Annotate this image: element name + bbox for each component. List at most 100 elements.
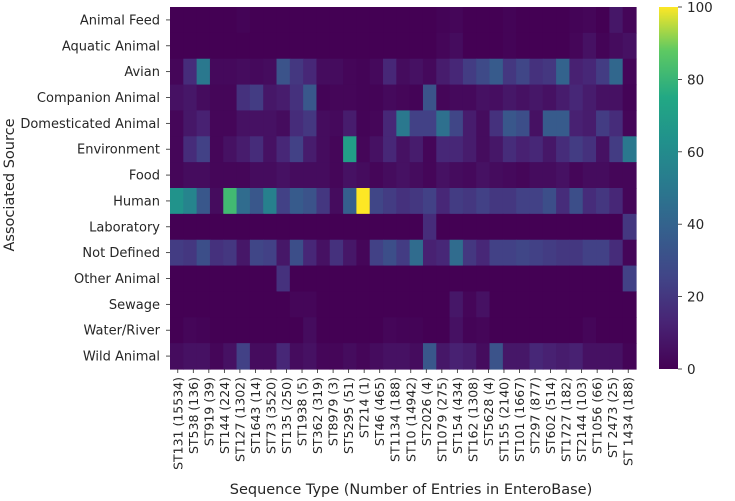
heatmap-cell — [329, 291, 344, 318]
heatmap-cell — [170, 58, 184, 86]
heatmap-cell — [569, 110, 584, 137]
heatmap-cell — [489, 317, 504, 344]
heatmap-cell — [462, 84, 477, 112]
heatmap-cell — [502, 343, 517, 370]
heatmap-cell — [263, 84, 278, 112]
heatmap-cell — [263, 291, 278, 318]
heatmap-cell — [343, 7, 357, 34]
y-tick-label: Animal Feed — [80, 13, 160, 28]
x-tick-labels: ST131 (15534) ST538 (136) ST919 (39) ST144 … — [170, 369, 636, 470]
heatmap-cell — [409, 343, 424, 370]
heatmap-cell — [529, 136, 544, 163]
heatmap-cell — [556, 84, 571, 112]
heatmap-cell — [263, 188, 278, 215]
heatmap-cell — [289, 136, 304, 163]
x-tick-label: ST5628 (4) — [481, 377, 496, 446]
heatmap-cell — [502, 136, 517, 163]
heatmap-cell — [236, 213, 251, 241]
heatmap-cell — [396, 239, 411, 267]
heatmap-cell — [343, 32, 357, 60]
heatmap-cell — [223, 162, 238, 189]
heatmap-cell — [196, 58, 211, 86]
heatmap-cell — [622, 291, 637, 318]
x-tick-label: ST2144 (103) — [574, 377, 589, 462]
heatmap-cell — [489, 58, 504, 86]
heatmap-cell — [183, 188, 198, 215]
heatmap-cell — [249, 58, 264, 86]
heatmap-cell — [462, 239, 477, 267]
heatmap-cell — [356, 110, 371, 137]
y-tick-label: Domesticated Animal — [20, 117, 160, 132]
heatmap-cell — [396, 188, 411, 215]
heatmap-cell — [436, 265, 451, 293]
heatmap-cell — [289, 291, 304, 318]
heatmap-cell — [502, 291, 517, 318]
x-tick-label: ST5295 (51) — [341, 377, 356, 454]
heatmap-cell — [516, 291, 531, 318]
x-tick-label: ST214 (1) — [357, 377, 372, 438]
heatmap-cell — [489, 265, 504, 293]
heatmap-cell — [449, 162, 464, 189]
heatmap-cell — [263, 58, 278, 86]
heatmap-cell — [529, 265, 544, 293]
heatmap-cell — [476, 32, 491, 60]
heatmap-cell — [170, 291, 184, 318]
x-tick-label: ST135 (250) — [279, 377, 294, 454]
heatmap-cell — [369, 317, 384, 344]
heatmap-cell — [556, 188, 571, 215]
y-tick-label: Laboratory — [89, 220, 160, 235]
heatmap-cell — [449, 343, 464, 370]
heatmap-cell — [369, 84, 384, 112]
heatmap-cell — [223, 32, 238, 60]
heatmap-cell — [289, 213, 304, 241]
heatmap-cell — [223, 317, 238, 344]
heatmap-cell — [276, 188, 291, 215]
heatmap-cell — [316, 343, 331, 370]
heatmap-cell — [529, 110, 544, 137]
heatmap-cell — [529, 32, 544, 60]
heatmap-cell — [196, 110, 211, 137]
heatmap-cell — [622, 317, 637, 344]
heatmap-cell — [516, 136, 531, 163]
heatmap-cell — [569, 136, 584, 163]
heatmap-cell — [383, 188, 397, 215]
heatmap-cell — [369, 265, 384, 293]
heatmap-cell — [596, 213, 610, 241]
heatmap-cell — [236, 110, 251, 137]
x-tick-label: ST127 (1302) — [232, 377, 247, 462]
heatmap-cell — [196, 32, 211, 60]
heatmap-cell — [356, 7, 371, 34]
heatmap-cell — [249, 291, 264, 318]
heatmap-cell — [249, 7, 264, 34]
heatmap-cell — [582, 136, 597, 163]
heatmap-cell — [436, 317, 451, 344]
heatmap-cell — [529, 7, 544, 34]
x-tick-label: ST919 (39) — [201, 377, 216, 446]
heatmap-cell — [236, 265, 251, 293]
heatmap-cell — [263, 343, 278, 370]
y-tick-label: Water/River — [84, 324, 161, 339]
heatmap-cell — [516, 188, 531, 215]
heatmap-cell — [369, 32, 384, 60]
y-tick-label: Environment — [77, 143, 160, 158]
x-tick-label: ST1079 (275) — [434, 377, 449, 462]
heatmap-cell — [436, 7, 451, 34]
heatmap-cell — [436, 58, 451, 86]
heatmap-cell — [436, 110, 451, 137]
colorbar-tick-label: 20 — [687, 290, 704, 306]
heatmap-cell — [396, 58, 411, 86]
heatmap-cell — [383, 162, 397, 189]
heatmap-cell — [303, 110, 318, 137]
heatmap-cell — [263, 317, 278, 344]
heatmap-cell — [569, 32, 584, 60]
heatmap-cell — [303, 162, 318, 189]
heatmap-cell — [289, 7, 304, 34]
heatmap-cell — [209, 343, 224, 370]
x-tick-label: ST144 (224) — [217, 377, 232, 454]
x-tick-label: ST1056 (66) — [590, 377, 605, 454]
y-tick-label: Food — [129, 169, 160, 184]
heatmap-cell — [183, 58, 198, 86]
heatmap-cell — [329, 239, 344, 267]
x-tick-label: ST1134 (188) — [388, 377, 403, 462]
heatmap-cell — [170, 343, 184, 370]
